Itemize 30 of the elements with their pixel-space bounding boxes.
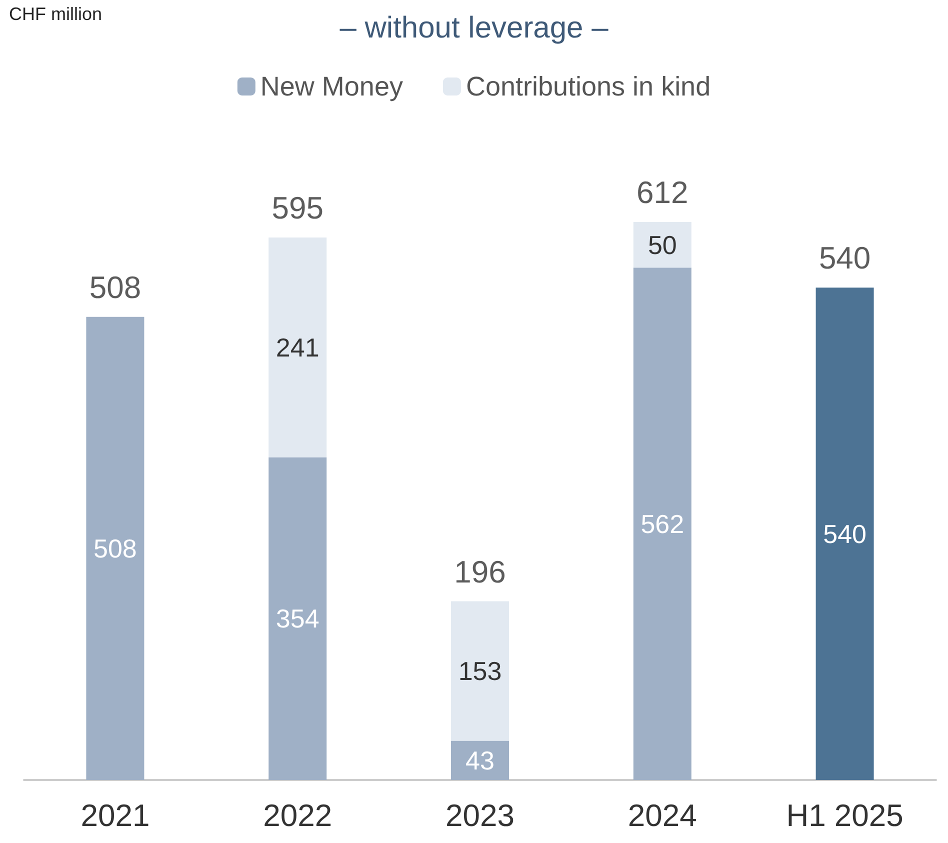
total-label: 508: [89, 270, 142, 305]
legend-label: Contributions in kind: [466, 72, 711, 102]
data-label: 153: [458, 656, 502, 686]
bar: [86, 316, 144, 780]
x-tick-label: 2023: [446, 798, 514, 833]
bar: [816, 288, 874, 780]
text: CHF million: [9, 4, 102, 24]
total-label: 595: [272, 190, 324, 226]
data-label: 540: [823, 518, 866, 549]
data-label: 50: [648, 230, 677, 260]
data-label: 43: [466, 745, 494, 776]
total-label: 196: [454, 554, 506, 590]
x-tick-label: 2021: [80, 798, 150, 833]
bar: [268, 238, 327, 458]
total-label: 540: [818, 240, 871, 276]
total-label: 612: [636, 175, 688, 210]
data-label: 562: [640, 508, 684, 539]
bar: [268, 457, 327, 780]
chart-title: – without leverage –: [340, 12, 609, 44]
data-label: 241: [276, 332, 320, 362]
bar: [633, 268, 692, 780]
x-tick-label: 2022: [263, 798, 332, 833]
bar: [451, 601, 509, 741]
bar: [633, 222, 692, 268]
x-tick-label: 2024: [628, 798, 697, 833]
x-tick-label: H1 2025: [786, 798, 904, 833]
legend-label: New Money: [260, 72, 404, 102]
data-label: 508: [94, 533, 137, 564]
data-label: 354: [276, 604, 320, 634]
bar: [451, 740, 509, 780]
